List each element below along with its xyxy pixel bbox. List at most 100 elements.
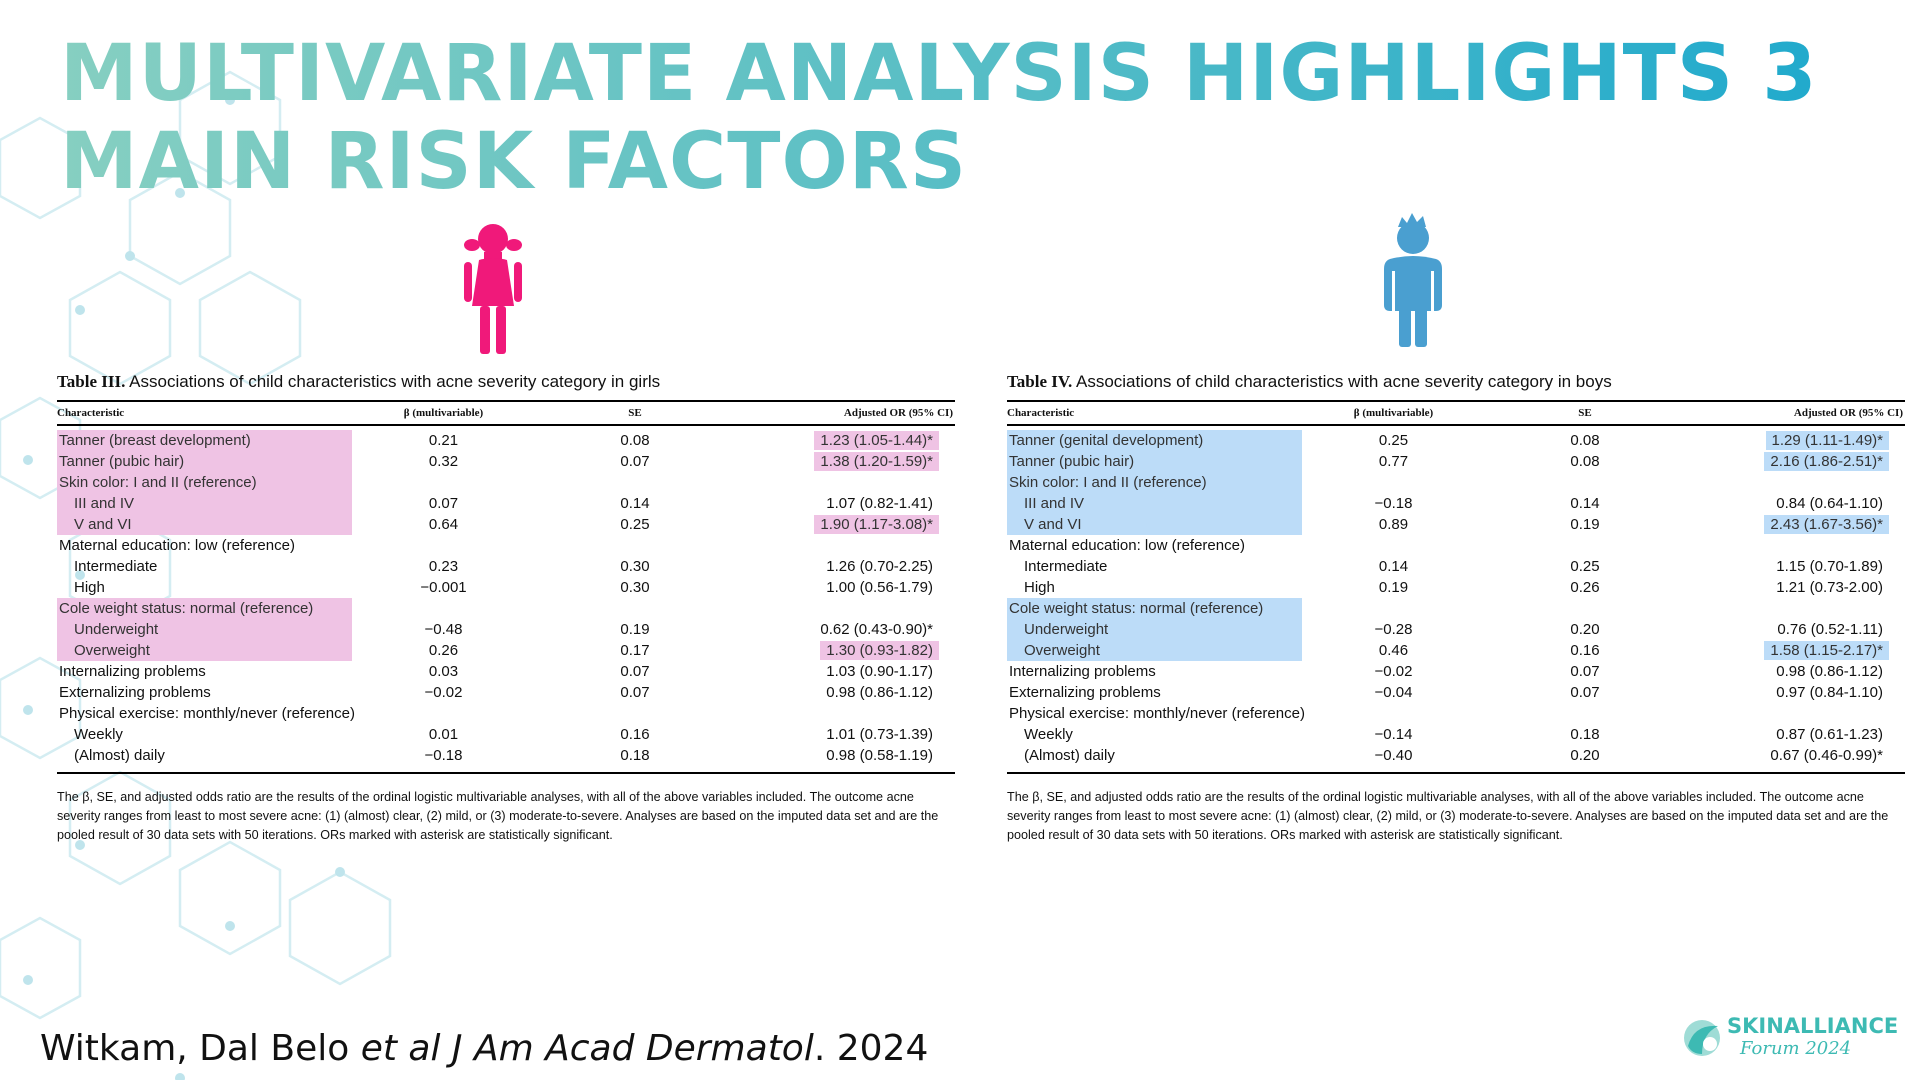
cell-se: 0.30 [620, 558, 650, 575]
cell-se: 0.18 [1570, 726, 1600, 743]
characteristic-label: Underweight [1007, 619, 1302, 640]
adjusted-or-value: 0.87 (0.61-1.23) [1776, 726, 1883, 743]
table-row: V and VI 0.64 0.25 1.90 (1.17-3.08)* [57, 514, 955, 535]
cell-se: 0.25 [620, 516, 650, 533]
table-row: Tanner (breast development) 0.21 0.08 1.23 … [57, 425, 955, 451]
cell-adjusted-or: 0.98 (0.86-1.12) [1685, 661, 1905, 682]
header-beta: β (multivariable) [1302, 402, 1485, 426]
cell-adjusted-or: 1.07 (0.82-1.41) [735, 493, 955, 514]
cell-characteristic: Intermediate [1007, 556, 1302, 577]
adjusted-or-value: 1.29 (1.11-1.49)* [1765, 431, 1889, 450]
table-row: Intermediate 0.14 0.25 1.15 (0.70-1.89) [1007, 556, 1905, 577]
characteristic-label: V and VI [1007, 514, 1302, 535]
cell-characteristic: Intermediate [57, 556, 352, 577]
cell-beta: −0.001 [420, 579, 467, 596]
cell-se: 0.25 [1570, 558, 1600, 575]
cell-se [1485, 703, 1685, 724]
cell-beta: −0.14 [1374, 726, 1413, 743]
cell-se: 0.07 [620, 684, 650, 701]
cell-adjusted-or: 0.98 (0.86-1.12) [735, 682, 955, 703]
table-row: High 0.19 0.26 1.21 (0.73-2.00) [1007, 577, 1905, 598]
cell-characteristic: (Almost) daily [1007, 745, 1302, 774]
boys-table: Characteristic β (multivariable) SE Adju… [1007, 402, 1905, 774]
header-characteristic: Characteristic [1007, 402, 1302, 426]
adjusted-or-value [1877, 473, 1889, 492]
adjusted-or-value: 1.07 (0.82-1.41) [826, 495, 933, 512]
cell-adjusted-or: 1.23 (1.05-1.44)* [735, 425, 955, 451]
cell-characteristic: Maternal education: low (reference) [1007, 535, 1302, 556]
cell-beta: 0.03 [428, 663, 459, 680]
table-row: Maternal education: low (reference) [1007, 535, 1905, 556]
characteristic-label: III and IV [57, 493, 352, 514]
cell-se: 0.26 [1570, 579, 1600, 596]
cell-adjusted-or [735, 703, 955, 724]
cell-characteristic: High [57, 577, 352, 598]
cell-adjusted-or: 2.43 (1.67-3.56)* [1685, 514, 1905, 535]
table-row: Overweight 0.26 0.17 1.30 (0.93-1.82) [57, 640, 955, 661]
cell-se [535, 472, 735, 493]
adjusted-or-value [1877, 536, 1889, 555]
cell-adjusted-or: 1.26 (0.70-2.25) [735, 556, 955, 577]
cell-se [535, 535, 735, 556]
characteristic-label: Maternal education: low (reference) [1009, 537, 1245, 554]
cell-se: 0.08 [1570, 432, 1600, 449]
characteristic-label: High [74, 579, 105, 596]
adjusted-or-value: 1.21 (0.73-2.00) [1776, 579, 1883, 596]
characteristic-label: Weekly [74, 726, 123, 743]
cell-se: 0.16 [1570, 642, 1600, 659]
characteristic-label: Overweight [57, 640, 352, 661]
cell-adjusted-or: 1.30 (0.93-1.82) [735, 640, 955, 661]
cell-se: 0.20 [1570, 621, 1600, 638]
cell-beta: −0.02 [424, 684, 463, 701]
characteristic-label: Overweight [1007, 640, 1302, 661]
cell-beta: 0.64 [428, 516, 459, 533]
characteristic-label: Tanner (pubic hair) [1007, 451, 1302, 472]
girls-table: Characteristic β (multivariable) SE Adju… [57, 402, 955, 774]
cell-characteristic: High [1007, 577, 1302, 598]
characteristic-label: (Almost) daily [1024, 747, 1115, 764]
adjusted-or-value: 0.98 (0.58-1.19) [826, 747, 933, 764]
table-row: Underweight −0.48 0.19 0.62 (0.43-0.90)* [57, 619, 955, 640]
characteristic-label: V and VI [57, 514, 352, 535]
citation-journal: et al J Am Acad Dermatol [360, 1028, 814, 1069]
cell-se [1485, 472, 1685, 493]
cell-adjusted-or: 0.87 (0.61-1.23) [1685, 724, 1905, 745]
table-row: Overweight 0.46 0.16 1.58 (1.15-2.17)* [1007, 640, 1905, 661]
cell-adjusted-or: 2.16 (1.86-2.51)* [1685, 451, 1905, 472]
page-title: MULTIVARIATE ANALYSIS HIGHLIGHTS 3 MAIN … [60, 30, 1860, 206]
table-row: Physical exercise: monthly/never (refere… [1007, 703, 1905, 724]
cell-adjusted-or: 1.21 (0.73-2.00) [1685, 577, 1905, 598]
table-row: Tanner (pubic hair) 0.32 0.07 1.38 (1.20-1.… [57, 451, 955, 472]
adjusted-or-value: 2.43 (1.67-3.56)* [1764, 515, 1889, 534]
adjusted-or-value [927, 599, 939, 618]
adjusted-or-value: 1.01 (0.73-1.39) [826, 726, 933, 743]
cell-se [535, 703, 735, 724]
cell-characteristic: Tanner (breast development) [57, 425, 352, 451]
cell-beta: 0.89 [1378, 516, 1409, 533]
adjusted-or-value: 0.84 (0.64-1.10) [1776, 495, 1883, 512]
characteristic-label: Internalizing problems [59, 663, 206, 680]
characteristic-label: Skin color: I and II (reference) [1007, 472, 1302, 493]
table-row: Physical exercise: monthly/never (refere… [57, 703, 955, 724]
cell-beta: 0.21 [428, 432, 459, 449]
cell-se: 0.14 [1570, 495, 1600, 512]
girls-table-caption: Table III. Associations of child charact… [57, 372, 955, 402]
cell-characteristic: Overweight [1007, 640, 1302, 661]
cell-beta: −0.02 [1374, 663, 1413, 680]
cell-adjusted-or [1685, 598, 1905, 619]
citation-authors: Witkam, Dal Belo [40, 1028, 361, 1069]
cell-characteristic: Internalizing problems [1007, 661, 1302, 682]
cell-se: 0.16 [620, 726, 650, 743]
table-row: Externalizing problems −0.04 0.07 0.97 (0.8… [1007, 682, 1905, 703]
cell-se: 0.07 [1570, 684, 1600, 701]
cell-se: 0.19 [620, 621, 650, 638]
table-row: Weekly 0.01 0.16 1.01 (0.73-1.39) [57, 724, 955, 745]
table-row: Cole weight status: normal (reference) [57, 598, 955, 619]
cell-characteristic: V and VI [1007, 514, 1302, 535]
cell-beta: 0.25 [1378, 432, 1409, 449]
characteristic-label: Skin color: I and II (reference) [57, 472, 352, 493]
boys-table-block: Table IV. Associations of child characte… [1007, 372, 1905, 845]
cell-beta: −0.48 [424, 621, 463, 638]
table-row: Externalizing problems −0.02 0.07 0.98 (0.8… [57, 682, 955, 703]
header-characteristic: Characteristic [57, 402, 352, 426]
